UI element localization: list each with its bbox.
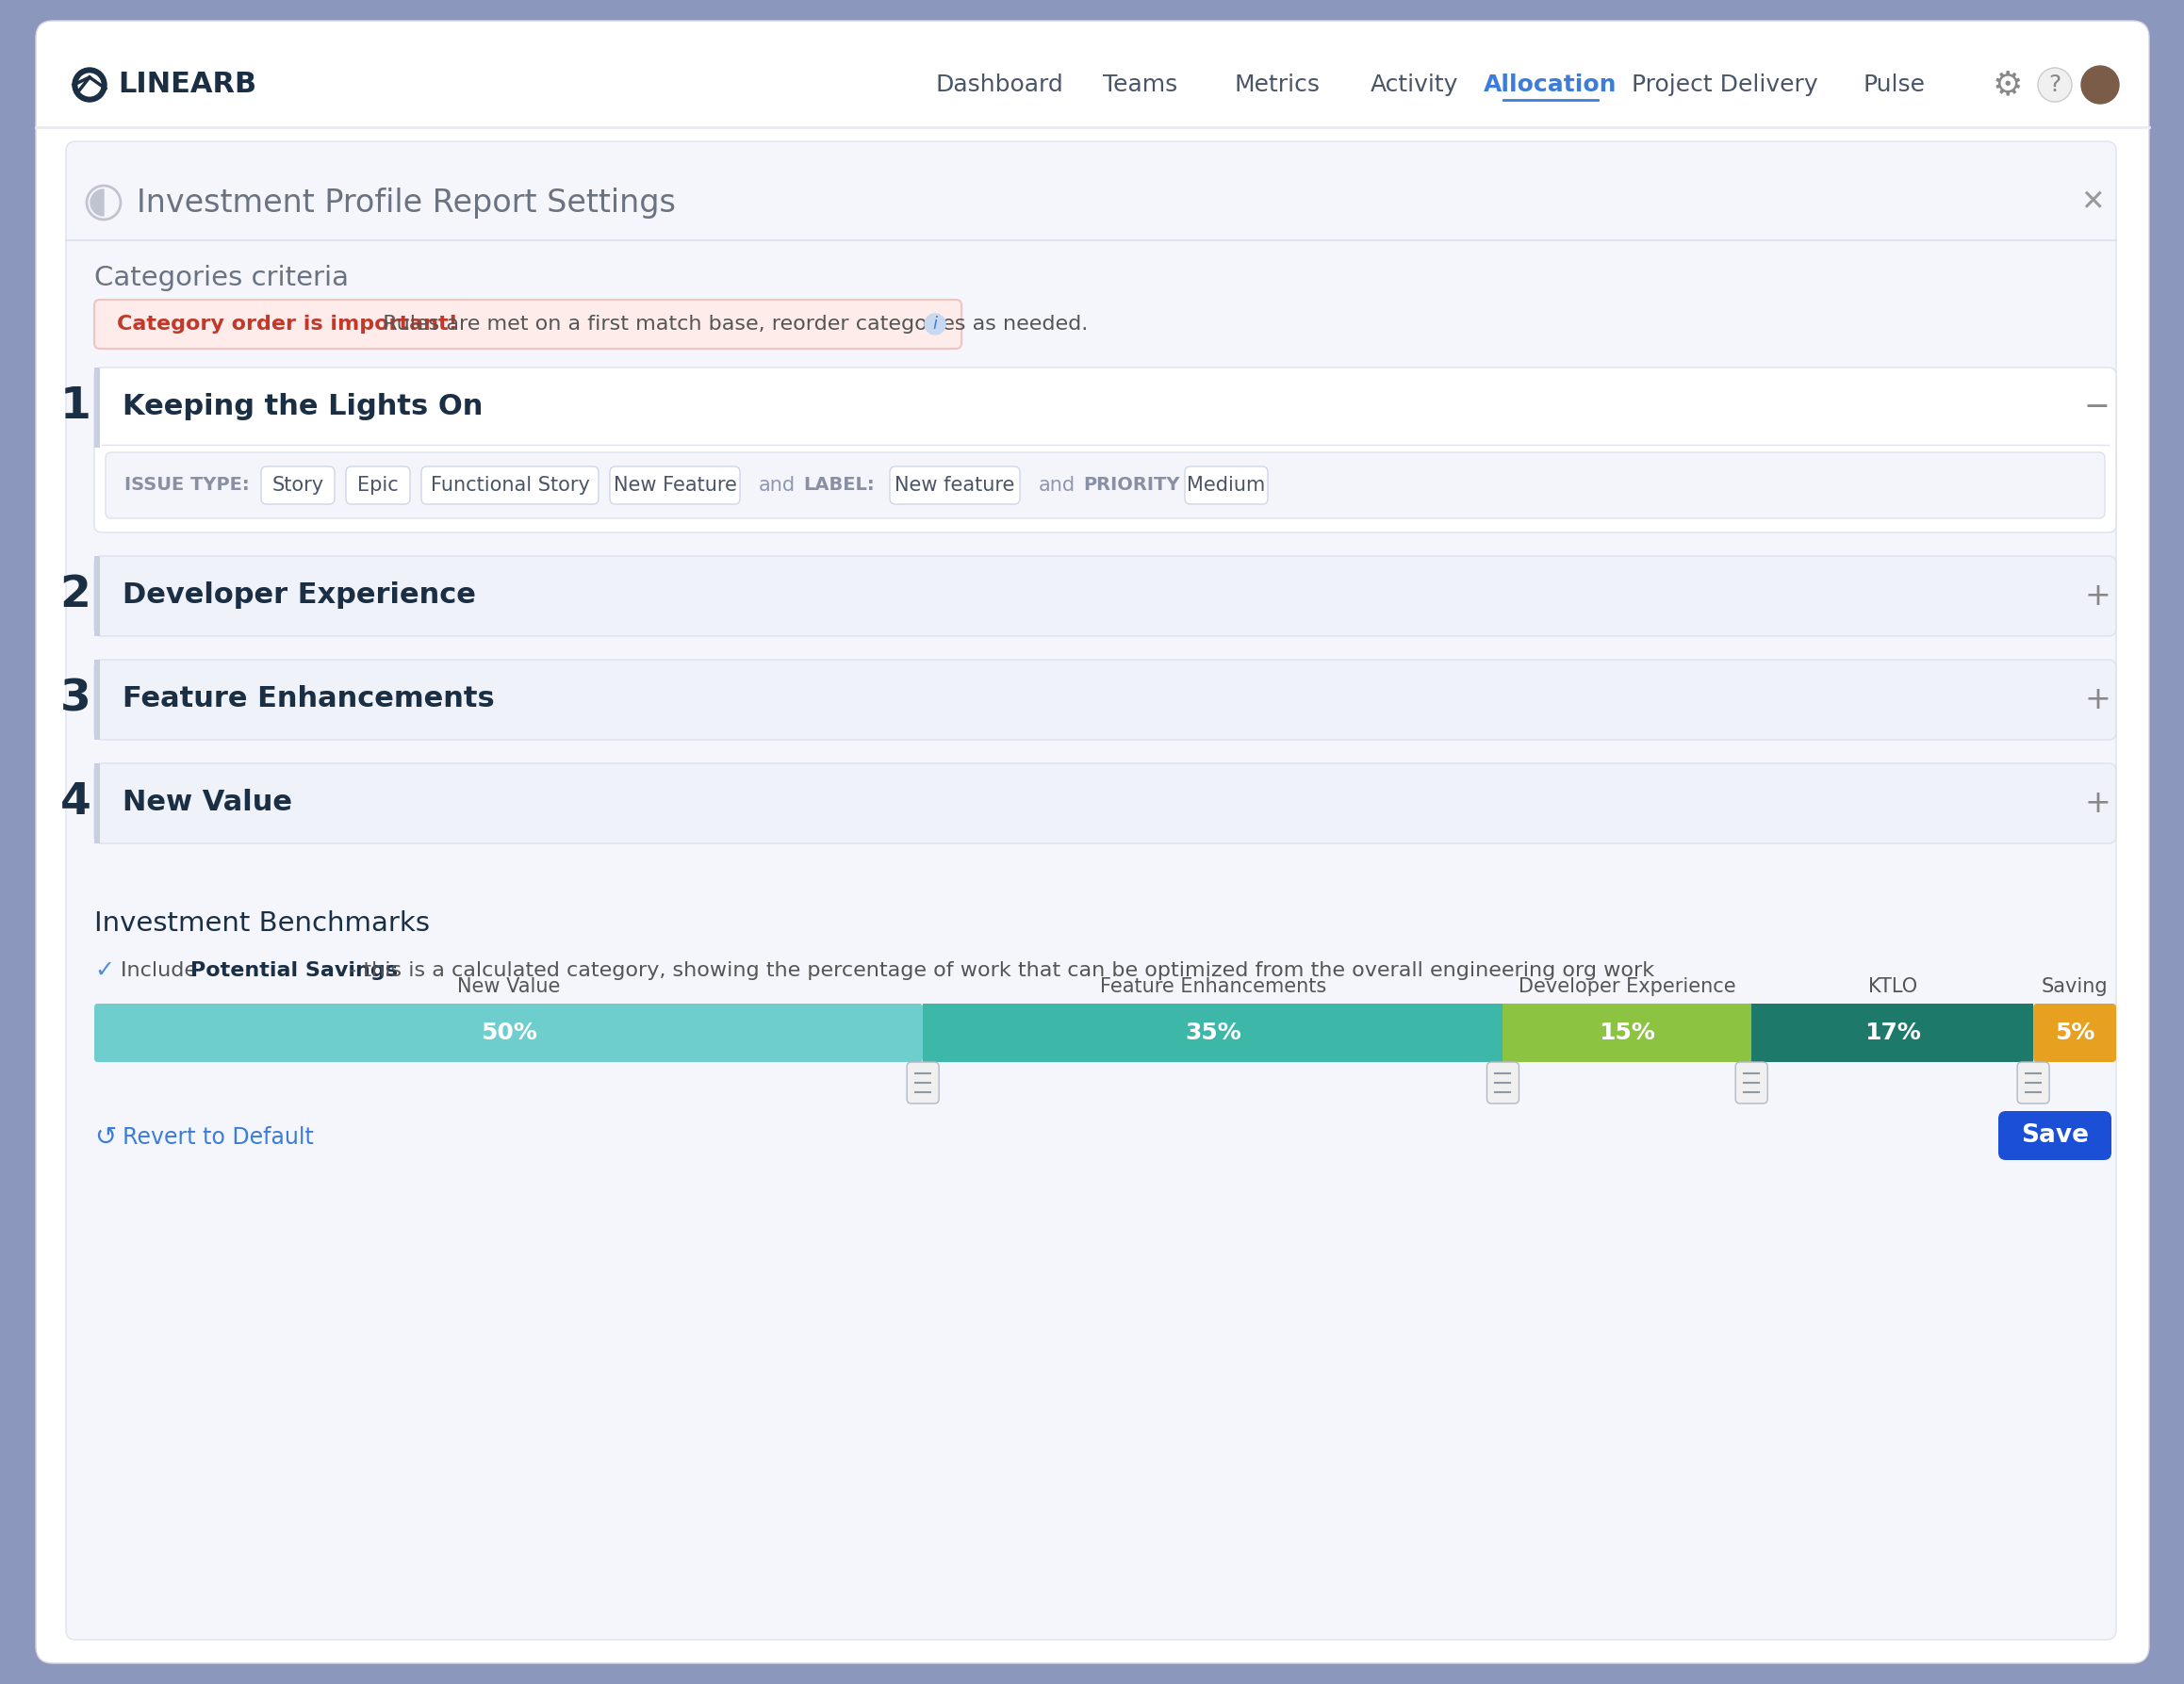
Text: ↺: ↺ bbox=[94, 1125, 116, 1150]
Bar bbox=[94, 367, 100, 448]
Text: New Value: New Value bbox=[122, 790, 293, 817]
Text: New feature: New feature bbox=[895, 477, 1016, 495]
Text: ✓: ✓ bbox=[94, 960, 114, 982]
Bar bbox=[924, 1004, 1503, 1063]
Text: Category order is important!: Category order is important! bbox=[118, 315, 459, 333]
FancyBboxPatch shape bbox=[1186, 466, 1267, 504]
Text: 17%: 17% bbox=[1865, 1022, 1920, 1044]
Text: Feature Enhancements: Feature Enhancements bbox=[122, 685, 494, 712]
Text: i: i bbox=[933, 315, 937, 333]
Text: PRIORITY: PRIORITY bbox=[1083, 477, 1179, 495]
Text: Teams: Teams bbox=[1103, 74, 1177, 96]
Text: Medium: Medium bbox=[1188, 477, 1265, 495]
Bar bbox=[94, 556, 100, 637]
Text: Investment Profile Report Settings: Investment Profile Report Settings bbox=[138, 187, 675, 219]
Circle shape bbox=[2038, 67, 2073, 101]
Circle shape bbox=[924, 313, 946, 335]
Text: Save: Save bbox=[2020, 1123, 2088, 1148]
Text: Project Delivery: Project Delivery bbox=[1631, 74, 1817, 96]
Text: and: and bbox=[1040, 477, 1077, 495]
Text: Developer Experience: Developer Experience bbox=[122, 583, 476, 610]
Text: LINEARB: LINEARB bbox=[118, 71, 256, 98]
Text: 5%: 5% bbox=[2055, 1022, 2094, 1044]
Text: Include: Include bbox=[120, 962, 203, 980]
FancyBboxPatch shape bbox=[2033, 1004, 2116, 1063]
FancyBboxPatch shape bbox=[889, 466, 1020, 504]
Text: Metrics: Metrics bbox=[1234, 74, 1319, 96]
Text: and: and bbox=[758, 477, 795, 495]
Circle shape bbox=[2081, 66, 2118, 104]
Bar bbox=[94, 763, 100, 844]
Text: Developer Experience: Developer Experience bbox=[1518, 977, 1736, 995]
Bar bbox=[1752, 1004, 2033, 1063]
Text: Dashboard: Dashboard bbox=[935, 74, 1064, 96]
Text: Story: Story bbox=[271, 477, 323, 495]
Text: ⚙: ⚙ bbox=[1992, 69, 2022, 101]
Text: 3: 3 bbox=[59, 679, 92, 721]
Text: LABEL:: LABEL: bbox=[804, 477, 874, 495]
Text: Revert to Default: Revert to Default bbox=[122, 1127, 314, 1148]
Text: New Feature: New Feature bbox=[614, 477, 736, 495]
FancyBboxPatch shape bbox=[1998, 1111, 2112, 1160]
Text: Feature Enhancements: Feature Enhancements bbox=[1101, 977, 1326, 995]
Text: Pulse: Pulse bbox=[1863, 74, 1926, 96]
Text: Keeping the Lights On: Keeping the Lights On bbox=[122, 394, 483, 421]
Wedge shape bbox=[90, 189, 103, 216]
Text: - this is a calculated category, showing the percentage of work that can be opti: - this is a calculated category, showing… bbox=[343, 962, 1655, 980]
Text: Potential Savings: Potential Savings bbox=[190, 962, 397, 980]
Text: ?: ? bbox=[2049, 74, 2062, 96]
Text: KTLO: KTLO bbox=[1867, 977, 1918, 995]
Text: ✕: ✕ bbox=[2081, 189, 2105, 216]
FancyBboxPatch shape bbox=[609, 466, 740, 504]
Text: Functional Story: Functional Story bbox=[430, 477, 590, 495]
FancyBboxPatch shape bbox=[2018, 1063, 2049, 1103]
FancyBboxPatch shape bbox=[345, 466, 411, 504]
Text: 1: 1 bbox=[59, 386, 92, 428]
FancyBboxPatch shape bbox=[422, 466, 598, 504]
FancyBboxPatch shape bbox=[105, 453, 2105, 519]
FancyBboxPatch shape bbox=[94, 556, 2116, 637]
Text: New Value: New Value bbox=[456, 977, 559, 995]
FancyBboxPatch shape bbox=[262, 466, 334, 504]
Text: Activity: Activity bbox=[1369, 74, 1459, 96]
Text: Epic: Epic bbox=[358, 477, 400, 495]
FancyBboxPatch shape bbox=[94, 763, 2116, 844]
FancyBboxPatch shape bbox=[94, 660, 2116, 739]
FancyBboxPatch shape bbox=[1736, 1063, 1767, 1103]
Text: 2: 2 bbox=[59, 574, 92, 616]
Bar bbox=[1503, 1004, 1752, 1063]
Text: 4: 4 bbox=[59, 781, 92, 823]
FancyBboxPatch shape bbox=[94, 367, 2116, 532]
Text: Allocation: Allocation bbox=[1483, 74, 1618, 96]
FancyBboxPatch shape bbox=[94, 1004, 924, 1063]
Text: 35%: 35% bbox=[1184, 1022, 1241, 1044]
Circle shape bbox=[72, 67, 107, 101]
FancyBboxPatch shape bbox=[1487, 1063, 1518, 1103]
Text: Rules are met on a first match base, reorder categories as needed.: Rules are met on a first match base, reo… bbox=[369, 315, 1088, 333]
Text: 50%: 50% bbox=[480, 1022, 537, 1044]
FancyBboxPatch shape bbox=[94, 300, 961, 349]
FancyBboxPatch shape bbox=[906, 1063, 939, 1103]
Text: Saving: Saving bbox=[2042, 977, 2108, 995]
FancyBboxPatch shape bbox=[35, 20, 2149, 1664]
Circle shape bbox=[76, 72, 103, 98]
Text: +: + bbox=[2084, 684, 2110, 714]
Text: Investment Benchmarks: Investment Benchmarks bbox=[94, 911, 430, 936]
FancyBboxPatch shape bbox=[66, 141, 2116, 1640]
Bar bbox=[94, 660, 100, 739]
Text: Categories criteria: Categories criteria bbox=[94, 264, 349, 291]
Text: +: + bbox=[2084, 579, 2110, 611]
Text: +: + bbox=[2084, 788, 2110, 818]
Text: 15%: 15% bbox=[1599, 1022, 1655, 1044]
Text: ISSUE TYPE:: ISSUE TYPE: bbox=[124, 477, 249, 495]
Text: −: − bbox=[2084, 392, 2110, 423]
